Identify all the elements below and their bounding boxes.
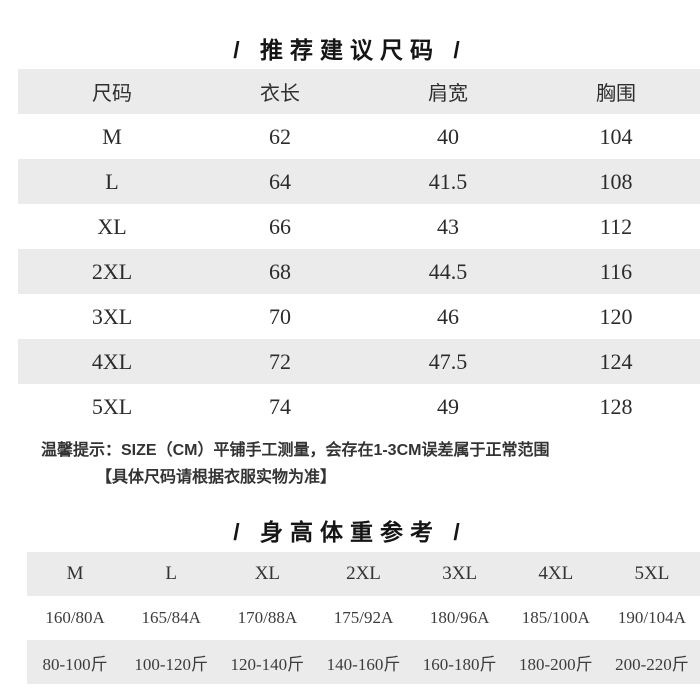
height-cell: 165/84A: [141, 608, 201, 627]
length-cell: 74: [269, 393, 291, 419]
shoulder-cell: 46: [437, 303, 459, 329]
table-row: XL 66 43 112: [18, 204, 700, 249]
recommended-size-table: 尺码 衣长 肩宽 胸围 M 62 40 104 L 64 41.5 108 XL…: [18, 69, 700, 429]
table-row: L 64 41.5 108: [18, 159, 700, 204]
section1-title: / 推荐建议尺码 /: [233, 37, 467, 63]
height-weight-table: M L XL 2XL 3XL 4XL 5XL 160/80A 165/84A 1…: [27, 552, 700, 684]
section2-title: / 身高体重参考 /: [233, 519, 467, 545]
note-line-1: 温馨提示：SIZE（CM）平铺手工测量，会存在1-3CM误差属于正常范围: [41, 442, 550, 459]
length-cell: 62: [269, 123, 291, 149]
height-row: 160/80A 165/84A 170/88A 175/92A 180/96A …: [27, 596, 700, 640]
chest-cell: 104: [599, 123, 633, 149]
length-cell: 64: [269, 168, 291, 194]
column-header-shoulder: 肩宽: [428, 83, 468, 105]
weight-cell: 180-200斤: [518, 654, 593, 674]
shoulder-cell: 40: [437, 123, 459, 149]
shoulder-cell: 41.5: [428, 168, 468, 194]
column-header-length: 衣长: [260, 83, 300, 105]
size-cell: XL: [254, 563, 281, 584]
size-cell: 3XL: [442, 563, 478, 584]
size-cell: 4XL: [538, 563, 574, 584]
weight-cell: 140-160斤: [326, 654, 401, 674]
table-row: 4XL 72 47.5 124: [18, 339, 700, 384]
weight-row: 80-100斤 100-120斤 120-140斤 140-160斤 160-1…: [27, 640, 700, 684]
size-cell: 5XL: [91, 393, 133, 419]
weight-cell: 100-120斤: [134, 654, 209, 674]
size-cell: 2XL: [91, 258, 133, 284]
size-cell: L: [165, 563, 178, 584]
height-cell: 180/96A: [429, 608, 490, 627]
shoulder-cell: 47.5: [428, 348, 468, 374]
length-cell: 66: [269, 213, 291, 239]
chest-cell: 108: [599, 168, 633, 194]
length-cell: 70: [269, 303, 291, 329]
weight-cell: 160-180斤: [422, 654, 497, 674]
chest-cell: 112: [599, 213, 633, 239]
size-cell: 3XL: [91, 303, 133, 329]
size-cell: 5XL: [634, 563, 670, 584]
height-cell: 170/88A: [237, 608, 298, 627]
length-cell: 68: [269, 258, 291, 284]
shoulder-cell: 49: [437, 393, 459, 419]
shoulder-cell: 44.5: [428, 258, 468, 284]
measurement-note: 温馨提示：SIZE（CM）平铺手工测量，会存在1-3CM误差属于正常范围 【具体…: [0, 437, 700, 491]
height-cell: 185/100A: [521, 608, 590, 627]
chest-cell: 116: [599, 258, 633, 284]
weight-cell: 200-220斤: [615, 654, 689, 674]
height-cell: 175/92A: [333, 608, 394, 627]
table-row: 2XL 68 44.5 116: [18, 249, 700, 294]
column-header-size: 尺码: [92, 83, 132, 105]
size-cell: 2XL: [346, 563, 381, 584]
table-row: 3XL 70 46 120: [18, 294, 700, 339]
chest-cell: 128: [599, 393, 633, 419]
height-cell: 190/104A: [617, 608, 686, 627]
height-cell: 160/80A: [45, 608, 105, 627]
size-cell: 4XL: [91, 348, 133, 374]
table-row: 5XL 74 49 128: [18, 384, 700, 429]
shoulder-cell: 43: [437, 213, 459, 239]
chest-cell: 124: [599, 348, 633, 374]
weight-cell: 80-100斤: [42, 654, 108, 674]
length-cell: 72: [269, 348, 291, 374]
column-header-chest: 胸围: [596, 83, 636, 105]
note-line-2: 【具体尺码请根据衣服实物为准】: [96, 469, 337, 486]
size-cell: L: [105, 168, 119, 194]
size-cell: M: [102, 123, 122, 149]
size-table-header-row: 尺码 衣长 肩宽 胸围: [18, 69, 700, 114]
table-row: M 62 40 104: [18, 114, 700, 159]
chest-cell: 120: [599, 303, 633, 329]
weight-cell: 120-140斤: [230, 654, 305, 674]
size-cell: M: [66, 563, 84, 584]
size-cell: XL: [97, 213, 127, 239]
size-header-row: M L XL 2XL 3XL 4XL 5XL: [27, 552, 700, 596]
